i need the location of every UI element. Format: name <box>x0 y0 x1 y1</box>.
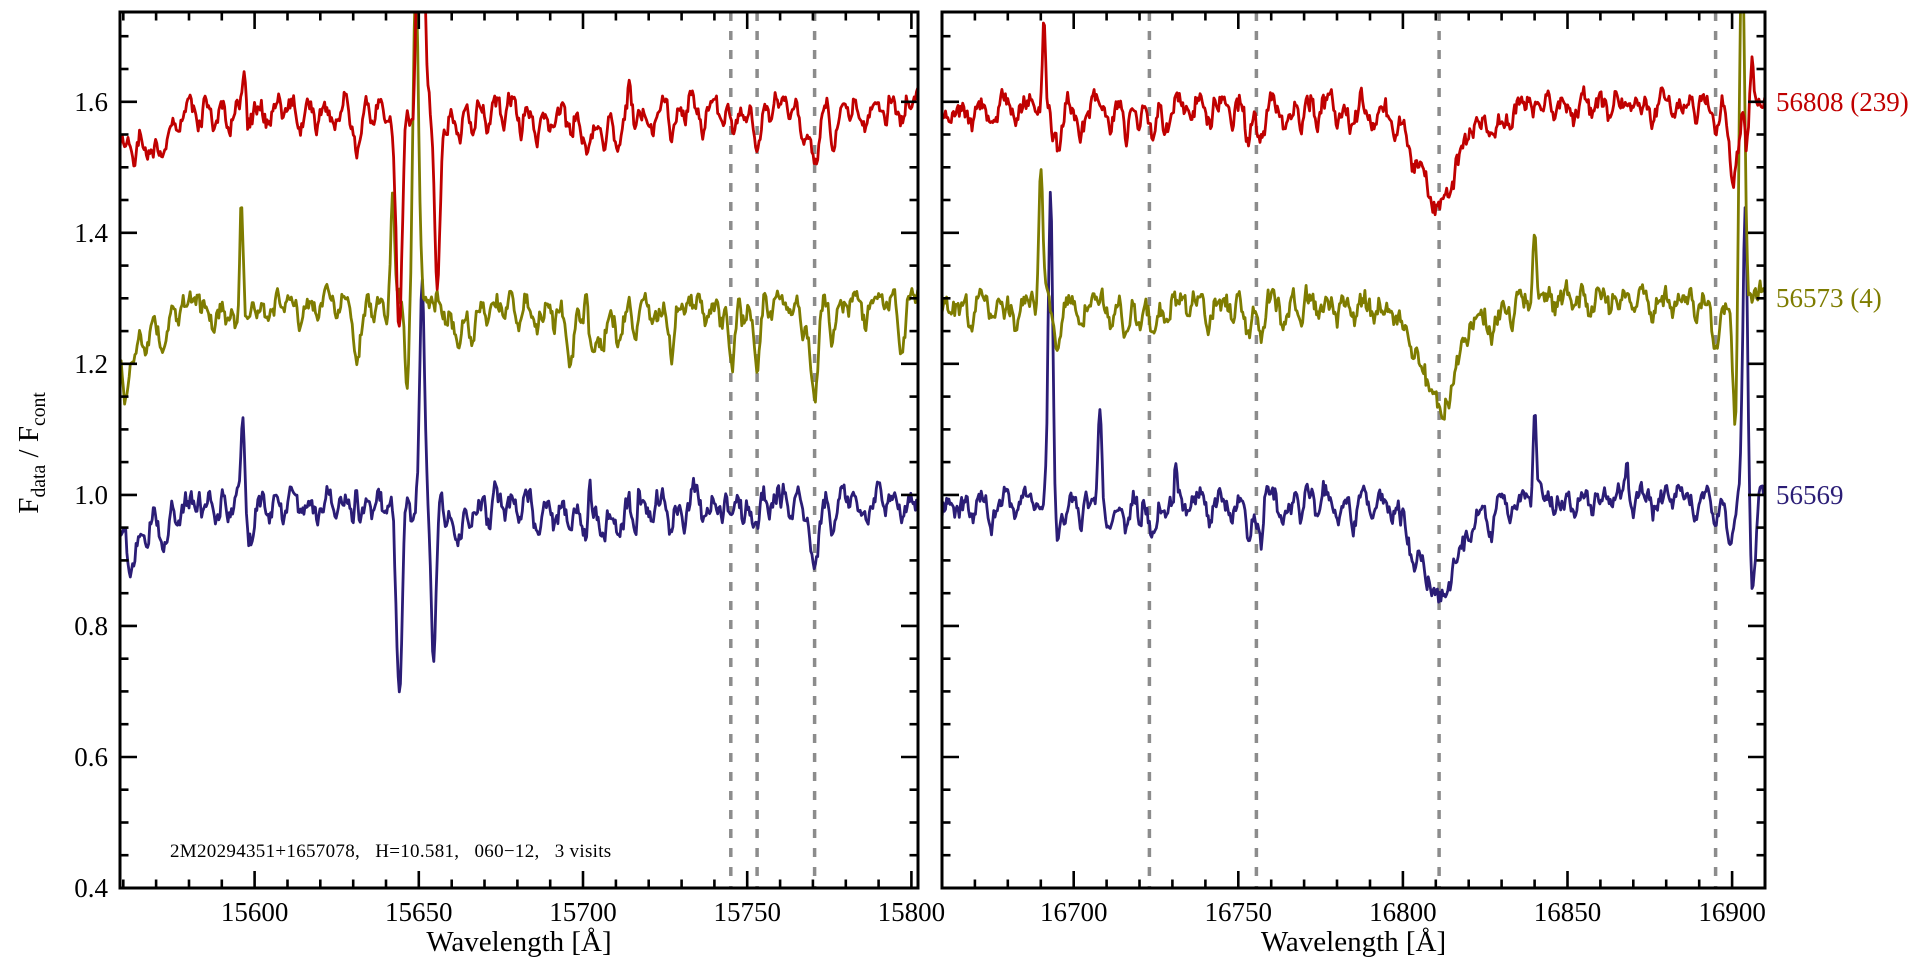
y-axis-title-mid: / F <box>13 426 46 465</box>
y-tick-label: 1.6 <box>74 86 108 117</box>
y-tick-label: 1.0 <box>74 479 108 510</box>
x-tick-label: 16900 <box>1698 897 1766 927</box>
x-tick-label: 15700 <box>549 897 617 927</box>
spectrum-56573-panel2 <box>942 12 1765 426</box>
x-tick-label: 16750 <box>1204 897 1273 927</box>
x-tick-label: 16700 <box>1039 897 1108 927</box>
x-tick-label: 15650 <box>385 897 453 927</box>
x-tick-label: 16850 <box>1533 897 1602 927</box>
dashed-line-markers-panel2 <box>1147 12 1718 888</box>
spectrum-56569-panel2 <box>942 190 1765 604</box>
series-label-56808: 56808 (239) <box>1776 86 1909 117</box>
x-tick-label: 15600 <box>220 897 289 927</box>
dashed-line-markers-panel1 <box>729 12 817 888</box>
series-label-56569: 56569 <box>1776 479 1844 510</box>
spectrum-56808-panel1 <box>120 12 918 328</box>
y-axis-title: Fdata / Fcont <box>13 253 51 653</box>
series-label-56573: 56573 (4) <box>1776 283 1882 314</box>
x-axis-title-left: Wavelength [Å] <box>426 926 612 958</box>
spectrum-56808-panel2 <box>942 21 1765 217</box>
spectrum-56569-panel1 <box>120 278 918 694</box>
y-tick-label: 1.2 <box>74 348 108 379</box>
x-tick-label: 16800 <box>1369 897 1437 927</box>
y-tick-label: 0.8 <box>74 610 108 641</box>
y-axis-title-sub2: cont <box>27 392 50 427</box>
y-tick-label: 0.6 <box>74 742 108 772</box>
x-tick-label: 15800 <box>877 897 946 927</box>
spectrum-56573-panel1 <box>120 12 918 406</box>
annotation-text: 2M20294351+1657078, H=10.581, 060−12, 3 … <box>170 841 612 862</box>
x-axis-title-right: Wavelength [Å] <box>1260 926 1447 958</box>
y-tick-label: 1.4 <box>74 217 108 248</box>
x-tick-label: 15750 <box>713 897 781 927</box>
y-tick-label: 0.4 <box>74 873 108 903</box>
